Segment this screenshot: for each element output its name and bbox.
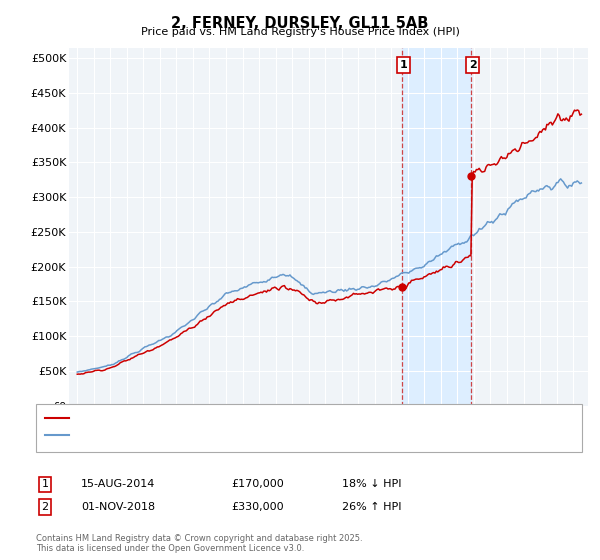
Text: 18% ↓ HPI: 18% ↓ HPI	[342, 479, 401, 489]
Bar	[401, 48, 471, 405]
Text: 15-AUG-2014: 15-AUG-2014	[81, 479, 155, 489]
Text: 1: 1	[41, 479, 49, 489]
Text: 2, FERNEY, DURSLEY, GL11 5AB: 2, FERNEY, DURSLEY, GL11 5AB	[172, 16, 428, 31]
Text: 01-NOV-2018: 01-NOV-2018	[81, 502, 155, 512]
Text: Contains HM Land Registry data © Crown copyright and database right 2025.
This d: Contains HM Land Registry data © Crown c…	[36, 534, 362, 553]
Text: £170,000: £170,000	[231, 479, 284, 489]
Text: 26% ↑ HPI: 26% ↑ HPI	[342, 502, 401, 512]
Text: 1: 1	[400, 60, 407, 70]
Text: 2: 2	[469, 60, 476, 70]
Text: 2, FERNEY, DURSLEY, GL11 5AB (semi-detached house): 2, FERNEY, DURSLEY, GL11 5AB (semi-detac…	[72, 413, 361, 423]
Text: HPI: Average price, semi-detached house, Stroud: HPI: Average price, semi-detached house,…	[72, 430, 328, 440]
Text: £330,000: £330,000	[231, 502, 284, 512]
Text: 2: 2	[41, 502, 49, 512]
Text: Price paid vs. HM Land Registry's House Price Index (HPI): Price paid vs. HM Land Registry's House …	[140, 27, 460, 37]
